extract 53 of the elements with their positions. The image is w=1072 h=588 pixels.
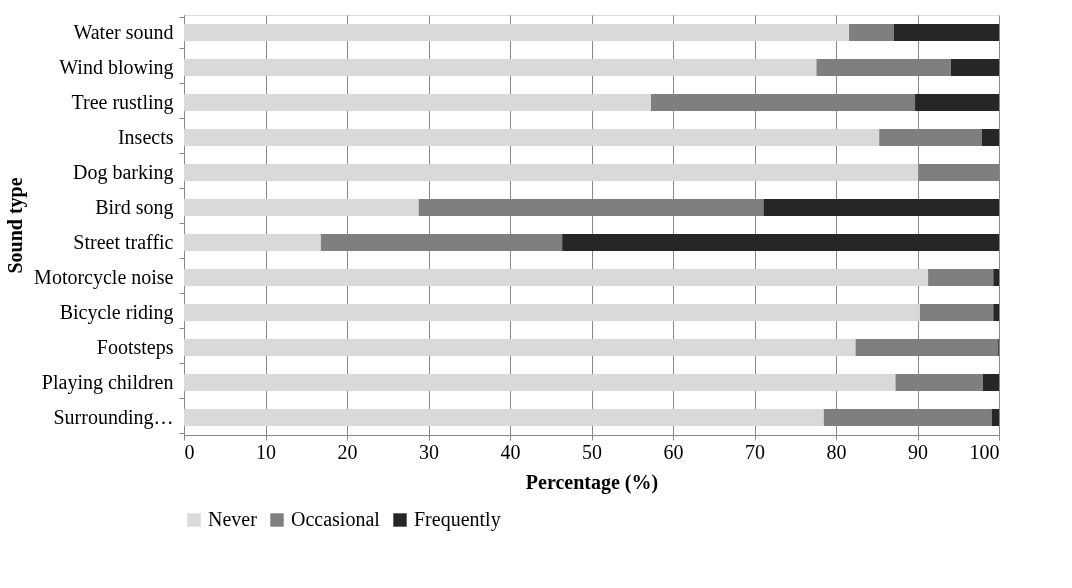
x-tick-label: 40 <box>500 440 521 463</box>
bar <box>184 24 850 41</box>
bar <box>184 164 919 181</box>
bar <box>184 374 896 391</box>
y-tick-label: Bicycle riding <box>59 301 174 324</box>
x-tick-label: 30 <box>419 440 439 463</box>
y-tick-label: Surrounding… <box>53 406 174 429</box>
y-tick-label: Insects <box>117 126 174 148</box>
legend-label: Never <box>208 508 258 530</box>
y-tick-label: Wind blowing <box>59 56 174 79</box>
bar <box>763 199 999 216</box>
bar <box>184 94 651 111</box>
bar <box>991 409 999 426</box>
bar <box>950 59 999 76</box>
bar <box>993 304 999 321</box>
x-axis-title: Percentage (%) <box>525 470 659 494</box>
bar <box>184 339 856 356</box>
y-tick-label: Motorcycle noise <box>34 266 174 289</box>
bar <box>184 199 419 216</box>
x-tick-label: 70 <box>745 440 765 463</box>
y-tick-label: Playing children <box>41 371 174 394</box>
x-tick-label: 0 <box>184 440 195 463</box>
bar <box>184 304 920 321</box>
bar <box>562 234 999 251</box>
x-tick-label: 80 <box>826 440 847 463</box>
y-axis-title: Sound type <box>4 177 28 274</box>
bar <box>915 94 999 111</box>
y-tick-label: Tree rustling <box>71 91 174 114</box>
x-tick-label: 60 <box>663 440 684 463</box>
y-tick-label: Street traffic <box>73 231 174 253</box>
bar <box>928 269 994 286</box>
x-tick-label: 50 <box>582 440 602 463</box>
bar <box>849 24 894 41</box>
y-tick-label: Footsteps <box>96 336 174 359</box>
y-tick-label: Dog barking <box>72 161 174 184</box>
y-tick-label: Bird song <box>95 196 174 219</box>
bar <box>981 129 999 146</box>
x-tick-label: 10 <box>256 440 276 463</box>
legend-label: Occasional <box>291 508 381 530</box>
x-tick-label: 20 <box>337 440 358 463</box>
bar <box>184 59 817 76</box>
legend-label: Frequently <box>414 508 501 531</box>
bar <box>184 129 880 146</box>
bar <box>184 234 321 251</box>
bar <box>893 24 999 41</box>
x-tick-label: 100 <box>969 440 1000 463</box>
bar <box>993 269 999 286</box>
bar <box>919 304 994 321</box>
y-tick-label: Water sound <box>73 21 174 43</box>
bar <box>982 374 999 391</box>
x-tick-label: 90 <box>908 440 928 463</box>
bar <box>184 269 929 286</box>
bar <box>184 409 824 426</box>
